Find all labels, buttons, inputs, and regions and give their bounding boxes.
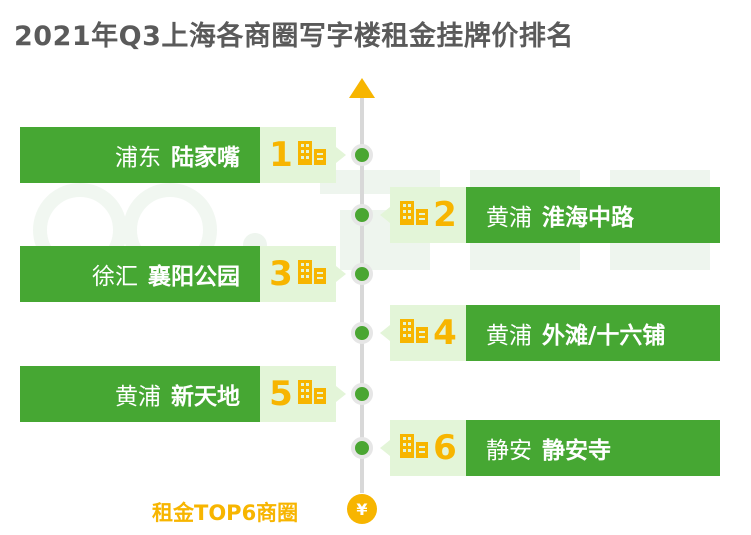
timeline-dot: [351, 263, 373, 285]
district: 浦东: [115, 145, 161, 171]
area: 陆家嘴: [171, 145, 240, 171]
ranking-card-6: 6 静安 静安寺: [380, 420, 720, 476]
rank-number: 6: [433, 428, 457, 468]
ranking-card-4: 4 黄浦 外滩/十六铺: [380, 305, 720, 361]
ranking-card-5: 黄浦 新天地 5: [20, 366, 346, 422]
timeline-dot: [351, 204, 373, 226]
rank-badge: 1: [260, 127, 346, 183]
area: 襄阳公园: [148, 264, 240, 290]
district: 黄浦: [486, 205, 532, 231]
area-name: 浦东 陆家嘴: [20, 127, 260, 183]
page-title: 2021年Q3上海各商圈写字楼租金挂牌价排名: [14, 21, 574, 52]
district: 黄浦: [115, 384, 161, 410]
area: 淮海中路: [542, 205, 634, 231]
timeline-dot: [351, 322, 373, 344]
district: 黄浦: [486, 323, 532, 349]
area-name: 徐汇 襄阳公园: [20, 246, 260, 302]
area-name: 黄浦 淮海中路: [466, 187, 720, 243]
rank-badge: 3: [260, 246, 346, 302]
timeline-dot: [351, 437, 373, 459]
district: 徐汇: [92, 264, 138, 290]
area-name: 静安 静安寺: [466, 420, 720, 476]
rank-badge: 2: [380, 187, 466, 243]
building-icon: [297, 135, 327, 175]
rank-badge: 5: [260, 366, 346, 422]
area-name: 黄浦 新天地: [20, 366, 260, 422]
ranking-card-2: 2 黄浦 淮海中路: [380, 187, 720, 243]
rank-badge: 4: [380, 305, 466, 361]
rank-number: 2: [433, 195, 457, 235]
timeline-dot: [351, 144, 373, 166]
timeline-axis: [360, 98, 364, 493]
ranking-card-3: 徐汇 襄阳公园 3: [20, 246, 346, 302]
area: 外滩/十六铺: [542, 323, 666, 349]
rank-number: 5: [269, 374, 293, 414]
building-icon: [399, 313, 429, 353]
building-icon: [297, 374, 327, 414]
rank-number: 4: [433, 313, 457, 353]
building-icon: [297, 254, 327, 294]
yen-coin-icon: ¥: [347, 494, 377, 524]
district: 静安: [486, 438, 532, 464]
rank-number: 1: [269, 135, 293, 175]
footer-label: 租金TOP6商圈: [152, 501, 299, 525]
ranking-card-1: 浦东 陆家嘴 1: [20, 127, 346, 183]
rank-number: 3: [269, 254, 293, 294]
arrow-up-icon: [349, 78, 375, 98]
area-name: 黄浦 外滩/十六铺: [466, 305, 720, 361]
area: 静安寺: [542, 438, 611, 464]
building-icon: [399, 195, 429, 235]
area: 新天地: [171, 384, 240, 410]
rank-badge: 6: [380, 420, 466, 476]
building-icon: [399, 428, 429, 468]
timeline-dot: [351, 383, 373, 405]
